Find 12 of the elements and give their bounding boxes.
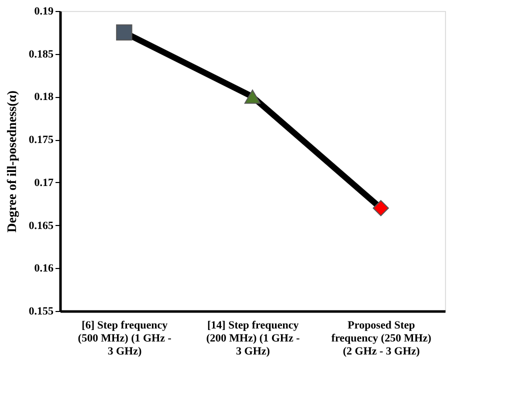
y-tick-label: 0.185 (28, 48, 54, 60)
y-tick-label: 0.19 (34, 6, 54, 18)
x-tick-label: [14] Step frequency (200 MHz) (1 GHz - 3 GHz) (206, 320, 300, 358)
y-tick-label: 0.16 (34, 262, 54, 275)
y-tick-label: 0.18 (34, 91, 54, 104)
y-tick-label: 0.175 (28, 134, 54, 146)
y-axis-title: Degree of ill-posedness(α) (4, 90, 19, 233)
y-tick-label: 0.165 (28, 220, 54, 232)
y-tick-label: 0.17 (34, 176, 54, 189)
x-tick-label: Proposed Step frequency (250 MHz) (2 GHz - 3 GHz) (331, 320, 432, 358)
y-tick-label: 0.155 (28, 306, 54, 318)
x-tick-label: [6] Step frequency (500 MHz) (1 GHz - 3 GHz) (78, 320, 172, 358)
